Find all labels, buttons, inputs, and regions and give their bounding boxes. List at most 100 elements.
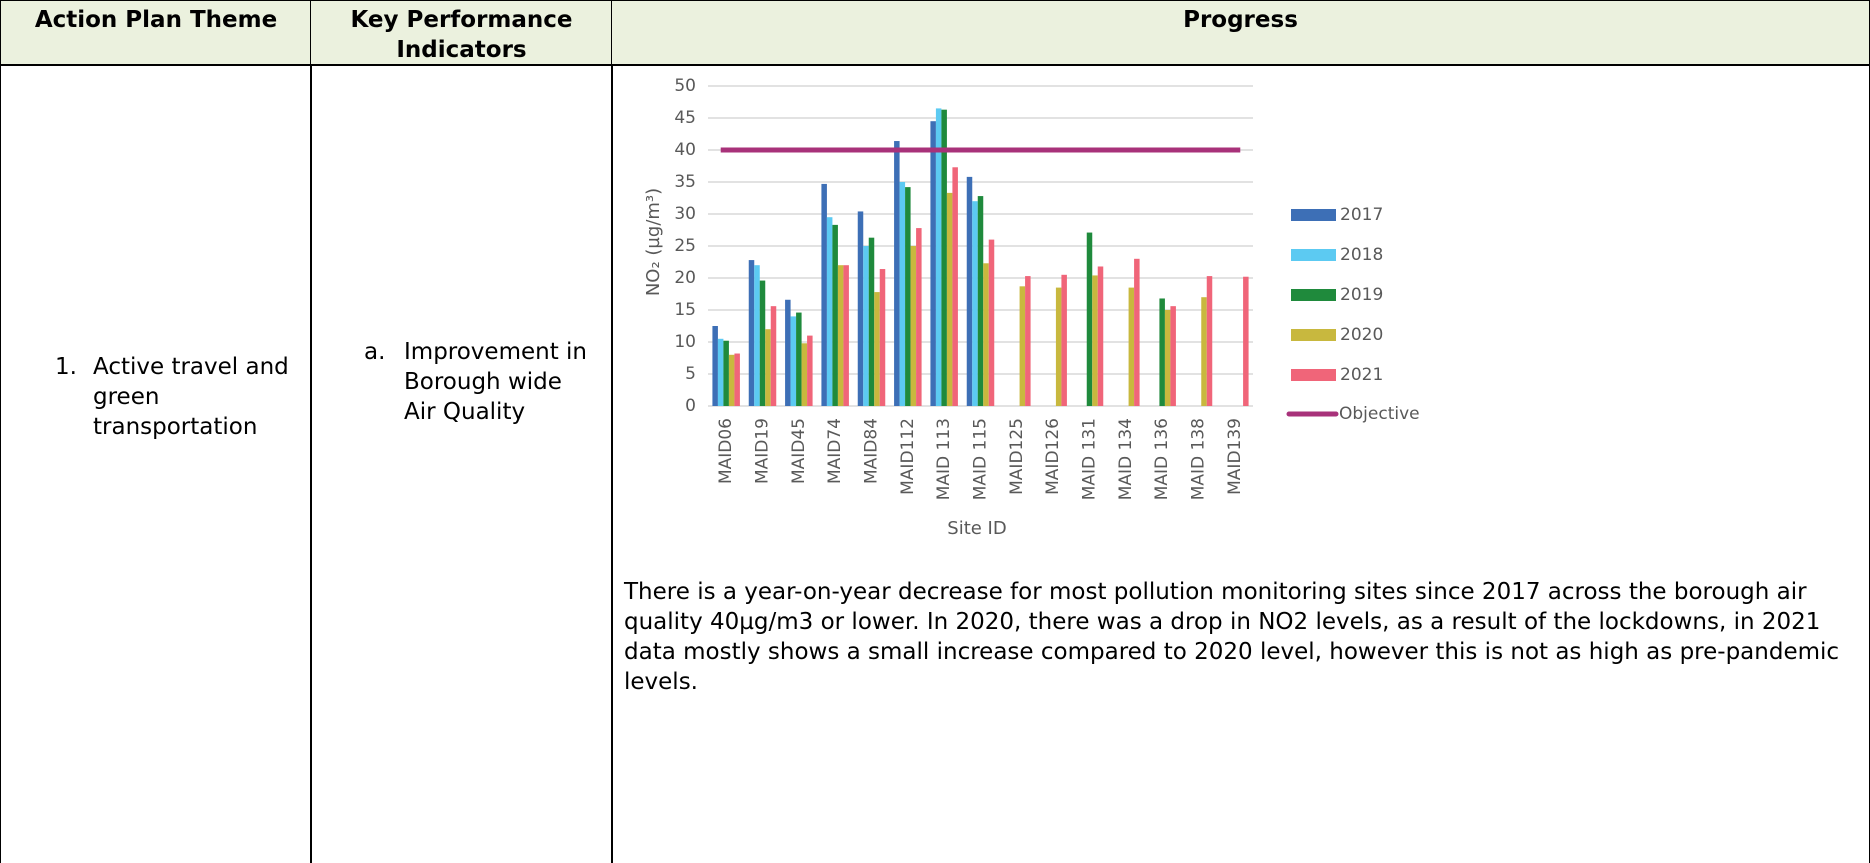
y-tick-label: 30 <box>674 204 696 224</box>
legend-label: 2020 <box>1340 325 1383 345</box>
bar <box>754 265 760 406</box>
progress-text: There is a year-on-year decrease for mos… <box>624 579 1840 695</box>
bar <box>826 217 833 406</box>
kpi-cell: a. Improvement in Borough wide Air Quali… <box>310 64 613 863</box>
bar <box>916 228 922 406</box>
y-tick-label: 50 <box>674 76 696 96</box>
bar <box>952 167 958 406</box>
bar <box>843 265 849 406</box>
bar <box>863 246 869 406</box>
legend-swatch <box>1291 289 1336 301</box>
bar <box>1019 286 1026 406</box>
x-tick-label: MAID 136 <box>1152 418 1172 500</box>
bar <box>765 329 771 406</box>
bar <box>1061 274 1067 406</box>
bar <box>1055 287 1062 406</box>
y-tick-label: 0 <box>685 396 696 416</box>
bar <box>905 187 911 406</box>
bar <box>712 326 718 406</box>
theme-text: Active travel and green transportation <box>93 354 289 440</box>
legend-swatch <box>1291 209 1336 221</box>
bar <box>790 316 797 406</box>
bar <box>723 340 729 406</box>
y-tick-label: 5 <box>685 364 696 384</box>
legend-label: 2021 <box>1340 365 1383 385</box>
header-text: Key Performance Indicators <box>350 7 573 63</box>
bar <box>966 176 973 406</box>
y-tick-label: 45 <box>674 108 696 128</box>
y-tick-label: 40 <box>674 140 696 160</box>
bar <box>837 265 844 406</box>
x-tick-label: MAID45 <box>789 418 809 484</box>
bar <box>935 108 942 407</box>
bar <box>759 280 766 406</box>
bar <box>748 260 755 406</box>
bar <box>972 201 978 406</box>
bar <box>801 343 808 406</box>
bar <box>868 237 875 406</box>
bar <box>832 224 838 406</box>
bar <box>796 312 802 406</box>
bar <box>857 211 864 406</box>
bar <box>734 353 740 406</box>
bar <box>1201 297 1207 406</box>
bar <box>988 239 995 406</box>
bar <box>717 338 724 406</box>
x-tick-label: MAID06 <box>716 418 736 484</box>
bar <box>946 192 953 406</box>
bar <box>977 196 984 406</box>
x-tick-label: MAID139 <box>1225 418 1245 495</box>
bar <box>983 263 989 406</box>
bar <box>785 299 791 406</box>
chart: NO₂ (µg/m³) Site ID 0 5 10 15 20 25 30 35 40 45 50… <box>643 76 1420 539</box>
y-tick-label: 35 <box>674 172 696 192</box>
x-tick-label: MAID125 <box>1007 418 1027 495</box>
bar <box>941 109 947 407</box>
bar <box>1206 276 1213 406</box>
progress-cell: NO₂ (µg/m³) Site ID 0 5 10 15 20 25 30 35 40 45 50… <box>611 64 1870 863</box>
header-text: Progress <box>1183 7 1298 33</box>
bar <box>1134 258 1140 406</box>
bar <box>1025 276 1031 406</box>
kpi-text: Improvement in Borough wide Air Quality <box>404 339 588 425</box>
bar <box>930 121 936 406</box>
x-tick-label: MAID19 <box>753 418 773 484</box>
legend-swatch <box>1291 369 1336 381</box>
bar <box>899 182 906 406</box>
bar <box>1128 287 1135 406</box>
list-letter: a. <box>364 339 386 365</box>
header-cell: Progress <box>611 0 1870 66</box>
header-cell: Action Plan Theme <box>0 0 312 66</box>
bar <box>770 306 777 406</box>
legend-label: 2017 <box>1340 205 1383 225</box>
x-tick-label: MAID112 <box>898 418 918 495</box>
x-tick-label: MAID126 <box>1043 418 1063 495</box>
x-tick-label: MAID 131 <box>1080 418 1100 500</box>
x-tick-label: MAID 113 <box>934 418 954 500</box>
x-tick-label: MAID 138 <box>1189 418 1209 500</box>
bar <box>1170 306 1176 406</box>
theme-cell: 1. Active travel and green transportatio… <box>0 64 312 863</box>
bar <box>1164 310 1171 406</box>
bar <box>910 246 917 406</box>
bar <box>728 354 735 406</box>
x-tick-label: MAID74 <box>825 418 845 484</box>
bar <box>1086 232 1093 406</box>
bar <box>1097 266 1104 406</box>
legend-label: 2019 <box>1340 285 1383 305</box>
bar <box>1159 298 1165 406</box>
y-tick-label: 10 <box>674 332 696 352</box>
y-axis-label: NO₂ (µg/m³) <box>643 188 664 296</box>
bar <box>1243 276 1249 406</box>
x-tick-label: MAID84 <box>862 418 882 484</box>
list-number: 1. <box>55 354 77 380</box>
y-tick-label: 15 <box>674 300 696 320</box>
y-tick-label: 25 <box>674 236 696 256</box>
bar <box>807 335 813 406</box>
bar <box>821 183 827 406</box>
bar <box>874 292 880 406</box>
bar <box>879 269 886 406</box>
legend-swatch <box>1291 329 1336 341</box>
bar <box>894 141 900 406</box>
